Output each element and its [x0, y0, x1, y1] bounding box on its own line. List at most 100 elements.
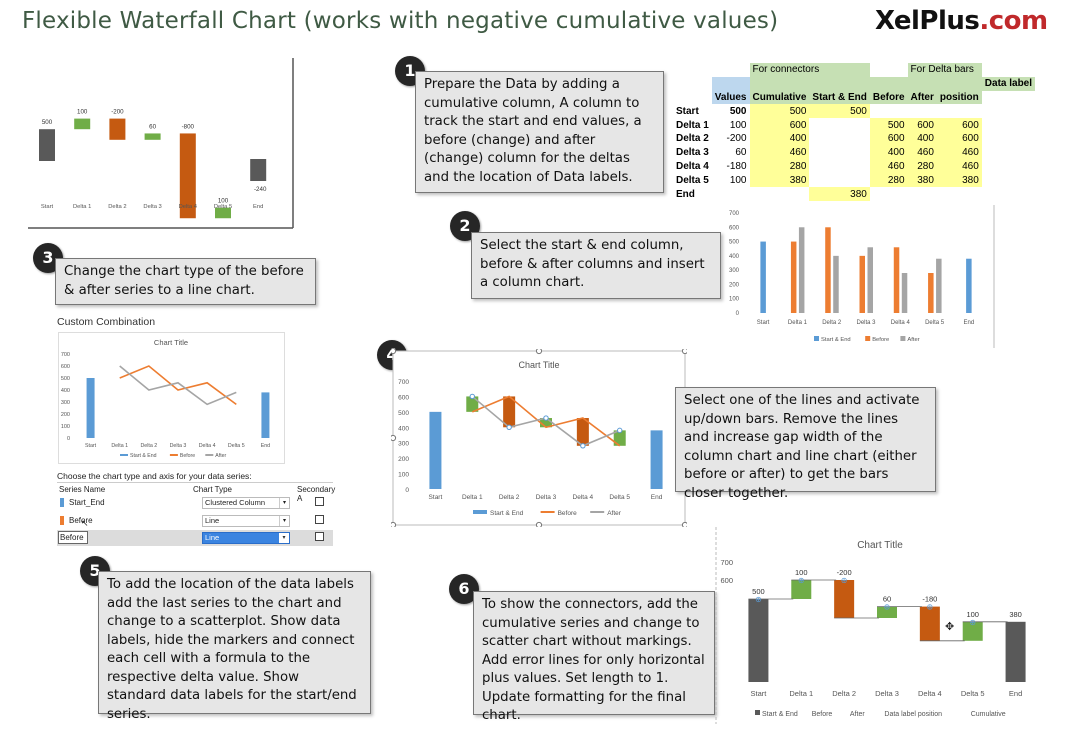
tick-label: Start [757, 320, 770, 326]
tick-label: 400 [729, 254, 740, 260]
step-4-callout: Select one of the lines and activate up/… [675, 387, 936, 501]
legend-entry: Before [180, 453, 195, 459]
tick-label: Delta 1 [462, 494, 483, 501]
brand-name: XelPlus [875, 6, 980, 36]
table-row: End 380 [673, 187, 1035, 201]
step-1-callout: Prepare the Data by adding a cumulative … [415, 71, 664, 193]
secondary-axis-checkbox[interactable] [315, 532, 324, 541]
secondary-axis-checkbox[interactable] [315, 515, 324, 524]
chart-type-select-active[interactable]: Line ▾ [202, 532, 290, 544]
tick-label: 100 [398, 472, 409, 479]
bar [261, 392, 270, 438]
header-cumulative: Cumulative [749, 90, 810, 105]
secondary-axis-checkbox[interactable] [315, 497, 324, 506]
chart-title: Chart Title [518, 360, 559, 370]
tick-label: Delta 4 [918, 689, 942, 698]
tick-label: Delta 5 [961, 689, 985, 698]
tick-label: Delta 3 [143, 204, 161, 210]
tick-label: 700 [61, 352, 70, 358]
tick-label: 400 [61, 388, 70, 394]
tick-label: Delta 3 [536, 494, 557, 501]
data-label: 100 [966, 610, 979, 619]
chart-type-select[interactable]: Clustered Column ▾ [202, 497, 290, 509]
tick-label: 700 [729, 211, 740, 217]
chart-type-value: Line [205, 516, 220, 525]
bar [748, 599, 769, 682]
bar [109, 118, 126, 140]
tick-label: Delta 2 [140, 443, 157, 449]
table-row: Delta 1 100 600 500 600 600 [673, 118, 1035, 132]
dialog-title: Custom Combination [57, 316, 156, 328]
legend-swatch [120, 454, 128, 456]
tick-label: Delta 2 [108, 204, 126, 210]
tick-label: 100 [729, 297, 740, 303]
tick-label: Delta 5 [214, 204, 232, 210]
bar [825, 227, 831, 313]
bar [901, 273, 908, 313]
table-row: Delta 3 60 460 400 460 460 [673, 145, 1035, 160]
tick-label: Delta 3 [875, 689, 899, 698]
tick-label: End [1009, 689, 1022, 698]
resize-handle [535, 349, 543, 355]
label-position-marker: ⊕ [884, 603, 891, 612]
tick-label: 700 [398, 379, 409, 386]
tick-label: 600 [720, 576, 733, 585]
tick-label: 200 [398, 456, 409, 463]
tick-label: 500 [398, 410, 409, 417]
data-label: 100 [77, 109, 88, 116]
chart-title: Chart Title [857, 540, 903, 551]
updown-chart-frame[interactable] [392, 350, 686, 526]
down-bar [834, 580, 855, 618]
series-name-edit[interactable]: Before [58, 531, 88, 544]
legend-swatch [169, 454, 178, 456]
selected-point [580, 443, 586, 449]
data-label: 60 [883, 595, 891, 604]
tick-label: 700 [720, 558, 733, 567]
tick-label: 400 [398, 425, 409, 432]
chevron-down-icon: ▾ [279, 516, 289, 526]
down-bar [919, 606, 940, 641]
table-group-row: For connectors For Delta bars [673, 63, 1035, 77]
legend-entry: Before [558, 510, 578, 517]
bar [928, 273, 934, 313]
selected-point [543, 415, 549, 421]
tick-label: Delta 3 [170, 443, 187, 449]
tick-label: Delta 1 [111, 443, 128, 449]
legend-swatch [900, 336, 906, 341]
table-row: Delta 4 -180 280 460 280 460 [673, 159, 1035, 174]
table-header-row-1: Data label [673, 76, 1036, 91]
series-line [119, 365, 237, 406]
bar [86, 378, 95, 438]
chevron-down-icon: ▾ [279, 533, 289, 543]
data-label: -200 [837, 568, 852, 577]
data-label: 60 [149, 123, 156, 130]
tick-label: Delta 2 [499, 494, 520, 501]
header-after: After [907, 90, 937, 105]
legend-entry: After [607, 510, 622, 517]
tick-label: Delta 2 [822, 320, 842, 326]
cursor-icon: ↖ [81, 518, 89, 528]
header-before: Before [869, 90, 908, 105]
up-bar [962, 621, 983, 641]
tick-label: Delta 1 [789, 689, 813, 698]
resize-handle [391, 349, 397, 355]
legend-entry: Start & End [821, 337, 851, 343]
chart-type-select[interactable]: Line ▾ [202, 515, 290, 527]
label-position-marker: ⊕ [841, 576, 848, 585]
tick-label: 200 [729, 282, 740, 288]
table-row: Delta 2 -200 400 600 400 600 [673, 131, 1035, 146]
series-row-before: Before ↖ Line ▾ [57, 513, 333, 529]
legend-entry: Data label position [884, 711, 942, 718]
table-header-row-2: Values Cumulative Start & End Before Aft… [673, 90, 1035, 105]
tick-label: Delta 5 [228, 443, 245, 449]
col-chart-type: Chart Type [193, 485, 232, 494]
legend-swatch [865, 336, 871, 341]
legend-entry: Start & End [490, 510, 524, 517]
bar [1005, 621, 1026, 682]
step-2-callout: Select the start & end column, before & … [471, 232, 721, 299]
tick-label: Delta 4 [199, 443, 216, 449]
combination-chart-frame [58, 332, 285, 464]
legend-entry: After [907, 337, 919, 343]
resize-handle [391, 434, 397, 442]
header-position: position [936, 90, 982, 105]
